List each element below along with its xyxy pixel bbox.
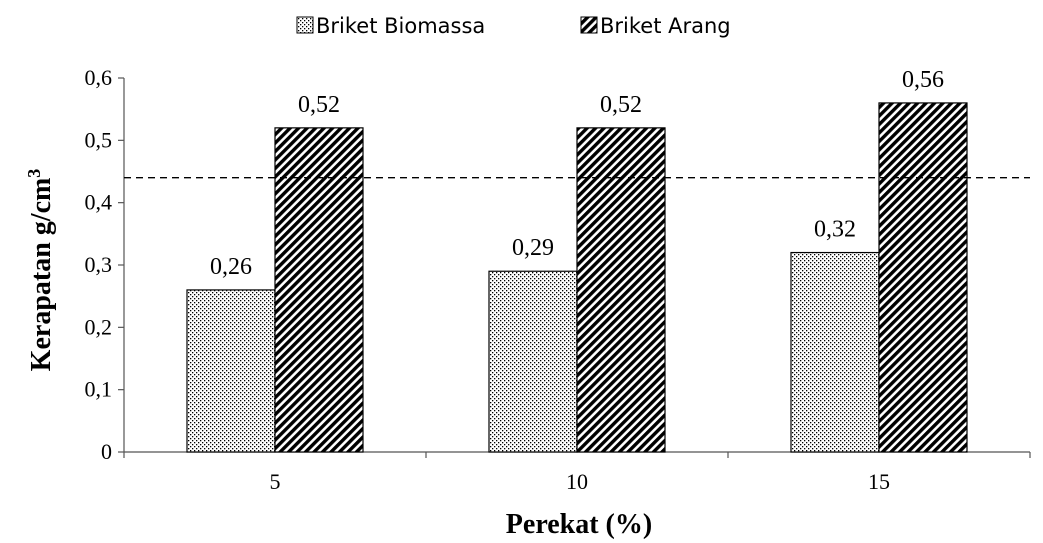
bar-arang [878,102,968,453]
y-tick-label: 0,5 [85,127,113,152]
legend-label-arang: Briket Arang [600,14,731,38]
legend: Briket Biomassa Briket Arang [296,14,731,38]
data-label: 0,32 [814,217,856,243]
y-axis-title-superscript: 3 [24,169,44,178]
bar-arang [576,127,666,453]
x-tick-label: 10 [566,469,588,494]
legend-swatch-biomassa [296,16,314,34]
bars [186,102,968,453]
bar-biomassa [790,251,880,453]
data-label: 0,26 [210,254,252,280]
data-label: 0,52 [600,92,642,118]
legend-swatch-arang [580,16,598,34]
y-axis-title-main: Kerapatan g/cm [26,178,57,372]
bar-biomassa [186,289,276,453]
y-tick-label: 0,6 [85,65,113,90]
data-label: 0,29 [512,235,554,261]
y-axis-title: Kerapatan g/cm3 [24,169,57,372]
y-tick-labels: 0 0,1 0,2 0,3 0,4 0,5 0,6 [85,65,113,464]
y-tick-label: 0,2 [85,314,113,339]
data-labels: 0,26 0,52 0,29 0,52 0,32 0,56 [210,67,944,280]
y-tick-label: 0 [101,439,112,464]
x-tick-label: 5 [270,469,281,494]
data-label: 0,56 [902,67,944,93]
y-tick-label: 0,4 [85,190,113,215]
data-label: 0,52 [298,92,340,118]
x-tick-label: 15 [868,469,890,494]
x-tick-labels: 5 10 15 [270,469,891,494]
x-axis-title: Perekat (%) [506,509,652,540]
legend-label-biomassa: Briket Biomassa [316,14,485,38]
y-tick-label: 0,1 [85,377,113,402]
bar-biomassa [488,270,578,453]
bar-arang [274,127,364,453]
y-tick-label: 0,3 [85,252,113,277]
